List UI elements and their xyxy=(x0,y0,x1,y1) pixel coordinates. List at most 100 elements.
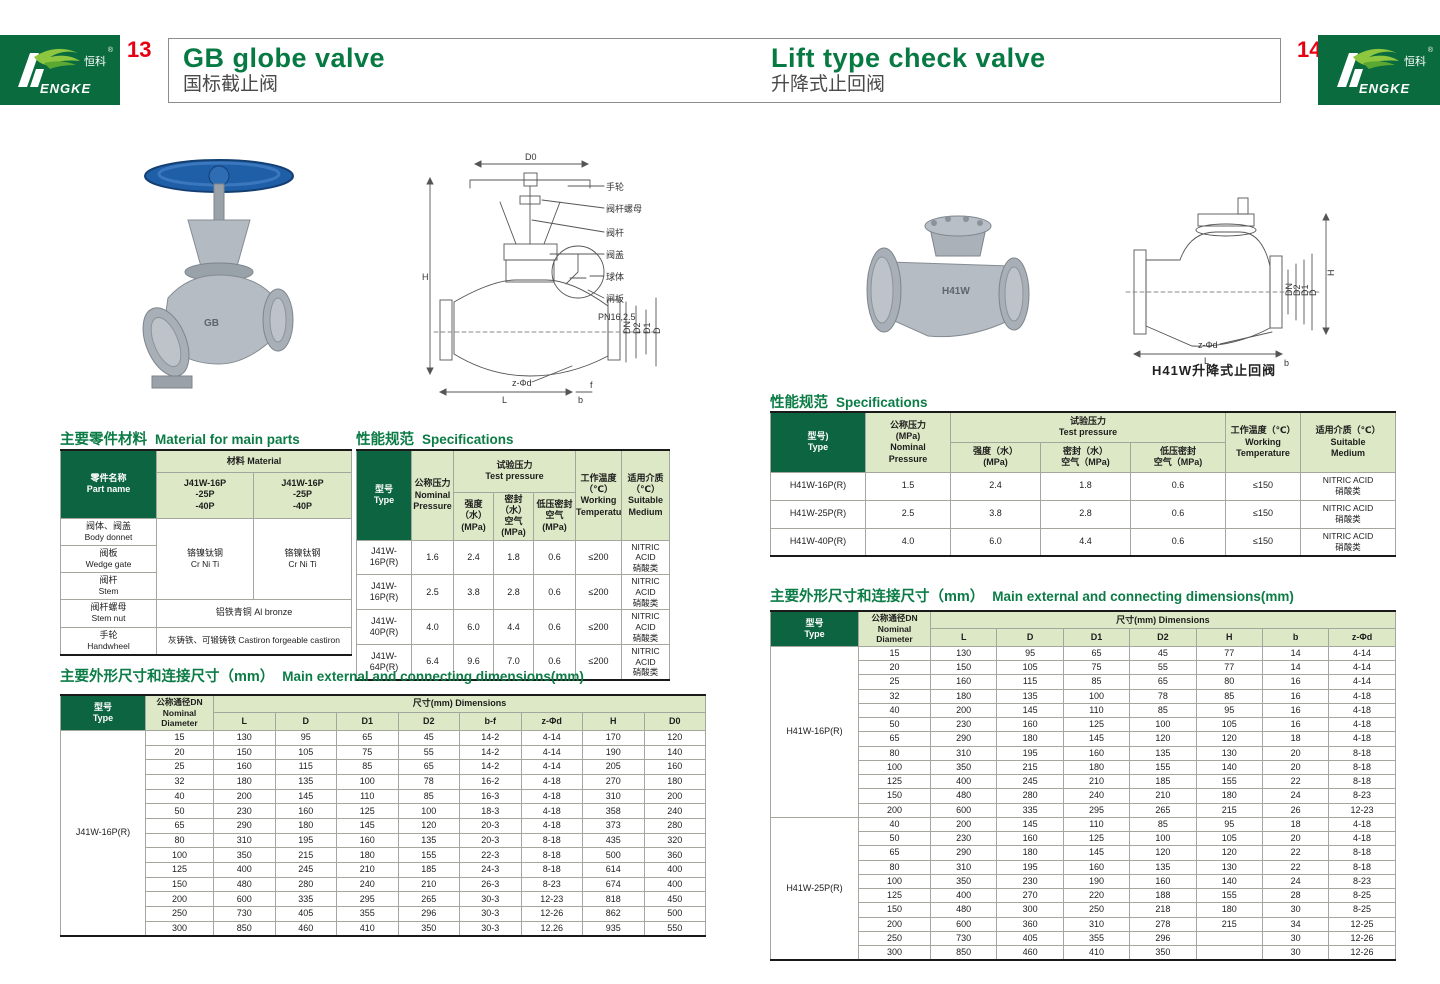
dim-value-cell: 160 xyxy=(1129,873,1197,890)
spec-header-nominal: 公称压力 Nominal Pressure xyxy=(411,449,454,541)
dim-value-cell: 4-18 xyxy=(1328,816,1396,833)
table-row: 65 290 180 145 120 20-3 4-18 373 280 xyxy=(61,818,707,834)
check-valve-photo: H41W xyxy=(858,190,1043,355)
dims-column-header: z-Φd xyxy=(520,712,583,731)
dim-label-dn: DN xyxy=(1284,283,1294,296)
dim-value-cell: 180 xyxy=(336,847,399,864)
dim-value-cell: 600 xyxy=(929,802,998,818)
dim-value-cell: 8-18 xyxy=(1328,859,1396,875)
dim-value-cell: 30-3 xyxy=(459,891,522,908)
dim-value-cell: 14 xyxy=(1261,660,1330,676)
dim-value-cell: 25 xyxy=(145,759,214,775)
dims-column-header: D0 xyxy=(643,712,707,731)
dim-value-cell: 350 xyxy=(397,920,460,937)
material-cell-castiron: 灰铸铁、可锻铸铁 Castiron forgeable castiron xyxy=(155,626,353,656)
table-row: 32 180 135 100 78 16-2 4-18 270 180 xyxy=(61,773,707,790)
dim-value-cell: 80 xyxy=(1195,674,1263,690)
dim-value-cell: 65 xyxy=(1129,674,1197,690)
spec-nominal-cell: 4.0 xyxy=(865,527,951,557)
dim-value-cell: 295 xyxy=(336,891,399,908)
dim-value-cell: 310 xyxy=(582,788,645,805)
table-row: 150 480 300 250 218 180 30 8-25 xyxy=(771,902,1396,918)
dim-value-cell: 16 xyxy=(1261,702,1330,719)
spec-lowseal-cell: 0.6 xyxy=(1129,499,1227,529)
left-title-zh: 国标截止阀 xyxy=(183,73,279,95)
dim-value-cell: 350 xyxy=(929,759,998,776)
dim-value-cell: 350 xyxy=(213,847,276,864)
table-row: H41W-25P(R) 40 200 145 110 85 95 18 4-18 xyxy=(770,816,1396,961)
dim-value-cell: 4-14 xyxy=(1328,674,1396,690)
dims-column-header: L xyxy=(929,628,998,647)
dim-value-cell: 50 xyxy=(858,831,931,847)
dim-value-cell: 300 xyxy=(858,945,931,961)
spec-type-cell: H41W-25P(R) xyxy=(770,499,866,529)
spec-seal-cell: 2.8 xyxy=(493,574,534,611)
dim-value-cell: 300 xyxy=(145,920,214,937)
table-row: J41W-64P(R) 6.4 9.6 7.0 0.6 ≤200 NITRIC ACID 硝酸… xyxy=(356,644,671,681)
dim-value-cell: 30-3 xyxy=(459,920,522,937)
dims-header-type: 型号 Type xyxy=(770,610,859,647)
dim-value-cell: 360 xyxy=(996,916,1064,932)
dim-value-cell: 100 xyxy=(858,873,931,890)
type-label-cell: H41W-25P(R) xyxy=(770,816,859,961)
dim-value-cell: 22-3 xyxy=(459,847,522,864)
dim-value-cell: 4-18 xyxy=(1328,688,1396,704)
spec-header-lowseal: 低压密封 空气（MPa) xyxy=(1129,441,1227,473)
dim-value-cell: 4-18 xyxy=(1328,717,1396,733)
dim-value-cell: 75 xyxy=(336,744,399,761)
brand-name-zh: 恒科 xyxy=(84,56,106,68)
right-spec-table: 型号) Type 公称压力 (MPa) Nominal Pressure 试验压力 Tes… xyxy=(770,411,1397,557)
table-row: 100 350 230 190 160 140 24 8-23 xyxy=(771,873,1396,890)
spec-temp-cell: ≤150 xyxy=(1225,499,1302,529)
dim-value-cell: 400 xyxy=(643,862,707,878)
dim-value-cell: 8-25 xyxy=(1328,902,1396,918)
dim-value-cell: 115 xyxy=(274,759,337,775)
dim-value-cell: 500 xyxy=(582,847,645,864)
table-row: 300 850 460 410 350 30-3 12.26 935 550 xyxy=(61,920,707,937)
svg-text:GB: GB xyxy=(204,318,219,329)
spec-temp-cell: ≤150 xyxy=(1225,471,1302,501)
dim-value-cell: 160 xyxy=(1062,859,1131,875)
spec-header-lowseal: 低压密封 空气 (MPa) xyxy=(532,491,577,541)
dim-value-cell: 170 xyxy=(582,729,645,746)
dim-value-cell: 110 xyxy=(1062,702,1131,719)
dim-value-cell: 8-18 xyxy=(1328,745,1396,761)
dim-value-cell: 20 xyxy=(858,660,931,676)
spec-title-en: Specifications xyxy=(836,395,928,410)
spec-strength-cell: 2.4 xyxy=(453,539,494,576)
spec-lowseal-cell: 0.6 xyxy=(1129,471,1227,501)
dim-value-cell: 65 xyxy=(858,845,931,861)
dim-value-cell: 290 xyxy=(929,845,998,861)
dim-value-cell: 20 xyxy=(1261,745,1330,761)
dim-value-cell: 130 xyxy=(213,729,276,746)
dim-value-cell: 40 xyxy=(858,702,931,719)
spec-seal-cell: 4.4 xyxy=(1040,527,1131,557)
spec-header-test: 试验压力 Test pressure xyxy=(949,411,1227,443)
medium-en: NITRIC ACID xyxy=(631,611,660,632)
dim-value-cell: 100 xyxy=(145,847,214,864)
table-row: 65 290 180 145 120 120 22 8-18 xyxy=(771,845,1396,861)
table-row: 125 400 245 210 185 155 22 8-18 xyxy=(771,774,1396,790)
dim-value-cell: 200 xyxy=(858,802,931,818)
medium-en: NITRIC ACID xyxy=(1322,531,1374,542)
material-cell-crniti: 铬镍钛钢 Cr Ni Ti xyxy=(156,517,254,600)
medium-en: NITRIC ACID xyxy=(1322,503,1374,514)
dim-value-cell: 290 xyxy=(213,818,276,834)
table-row: 80 310 195 160 135 20-3 8-18 435 320 xyxy=(61,832,707,849)
part-cell: 阀体、阀盖 Body donnet xyxy=(60,517,157,546)
medium-en: NITRIC ACID xyxy=(631,541,660,563)
dim-value-cell: 550 xyxy=(643,920,707,937)
left-spec-body: J41W-16P(R) 1.6 2.4 1.8 0.6 ≤200 NITRIC ACID 硝酸… xyxy=(356,539,671,681)
dim-value-cell: 350 xyxy=(929,873,998,890)
dim-value-cell: 145 xyxy=(1062,731,1131,747)
dim-value-cell xyxy=(1195,930,1263,947)
table-row: 80 310 195 160 135 130 20 8-18 xyxy=(771,745,1396,761)
material-header-material: 材料 Material xyxy=(155,449,353,473)
dim-value-cell: 4-18 xyxy=(520,773,583,790)
right-dims-body: H41W-16P(R) 15 130 95 65 45 77 14 4-14 20 150 105 75… xyxy=(770,645,1396,961)
table-row: 40 200 145 110 85 16-3 4-18 310 200 xyxy=(61,788,707,805)
dim-value-cell: 373 xyxy=(582,818,645,834)
table-row: 125 400 270 220 188 155 28 8-25 xyxy=(771,888,1396,904)
spec-strength-cell: 2.4 xyxy=(950,471,1041,501)
